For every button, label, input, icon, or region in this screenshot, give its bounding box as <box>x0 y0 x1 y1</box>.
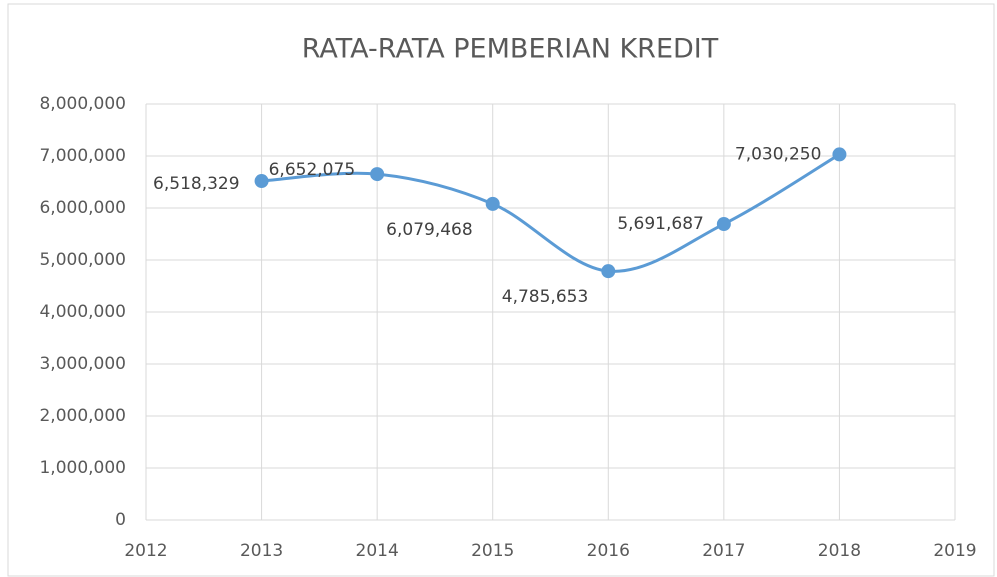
y-tick-label: 2,000,000 <box>39 406 126 426</box>
y-tick-label: 8,000,000 <box>39 94 126 114</box>
x-tick-label: 2016 <box>587 541 630 561</box>
x-tick-label: 2018 <box>818 541 861 561</box>
line <box>261 153 841 273</box>
y-tick-label: 3,000,000 <box>39 354 126 374</box>
x-tick-label: 2019 <box>933 541 976 561</box>
data-label: 4,785,653 <box>502 287 589 307</box>
y-tick-label: 0 <box>115 510 126 530</box>
data-label: 6,518,329 <box>153 174 240 194</box>
y-tick-label: 1,000,000 <box>39 458 126 478</box>
x-tick-label: 2012 <box>124 541 167 561</box>
x-tick-label: 2013 <box>240 541 283 561</box>
chart-title: RATA-RATA PEMBERIAN KREDIT <box>302 34 719 65</box>
y-tick-label: 4,000,000 <box>39 302 126 322</box>
y-tick-label: 5,000,000 <box>39 250 126 270</box>
chart-border <box>7 3 995 577</box>
marker <box>832 147 847 162</box>
y-tick-label: 6,000,000 <box>39 198 126 218</box>
data-label: 6,079,468 <box>386 220 473 240</box>
data-label: 5,691,687 <box>617 214 704 234</box>
marker <box>254 174 269 189</box>
y-tick-label: 7,000,000 <box>39 146 126 166</box>
data-label: 7,030,250 <box>735 144 822 164</box>
data-label: 6,652,075 <box>269 160 356 180</box>
marker <box>370 167 385 182</box>
marker <box>485 196 500 211</box>
marker <box>601 264 616 279</box>
marker <box>716 217 731 232</box>
x-tick-label: 2014 <box>356 541 399 561</box>
x-tick-label: 2015 <box>471 541 514 561</box>
x-tick-label: 2017 <box>702 541 745 561</box>
